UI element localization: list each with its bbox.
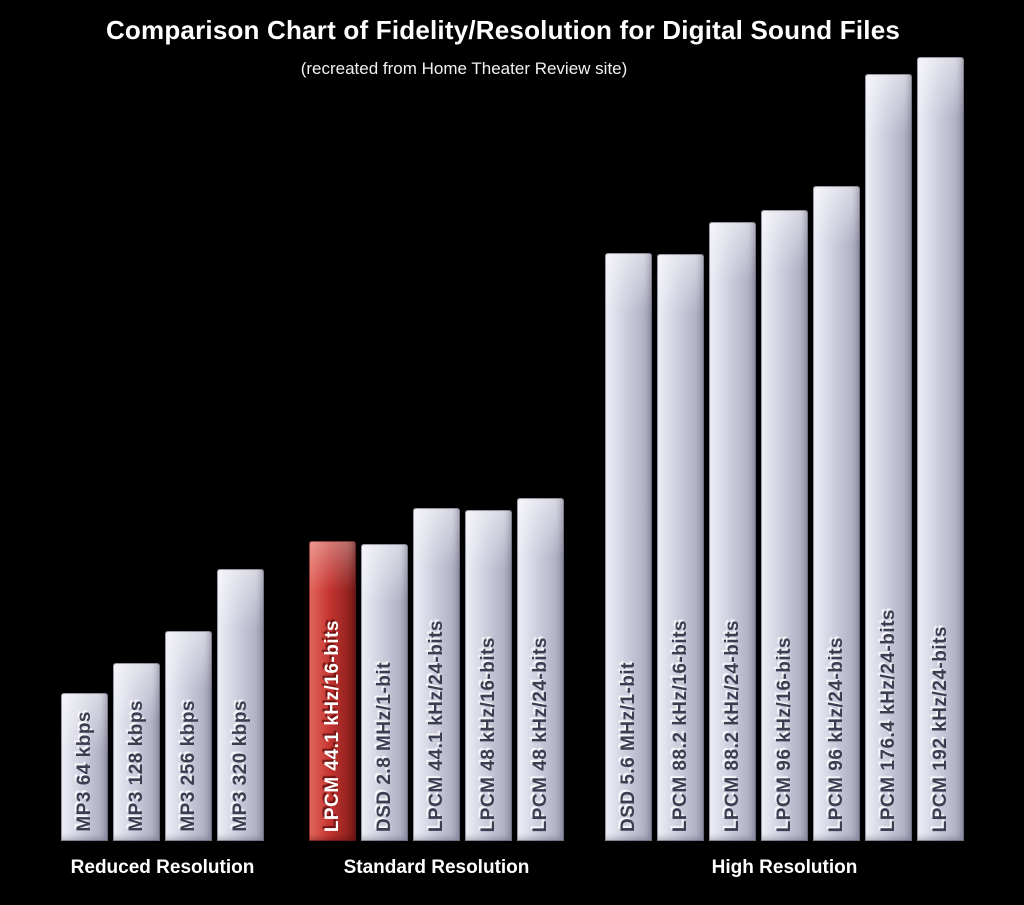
bar-label: LPCM 44.1 kHz/24-bits xyxy=(426,619,447,832)
bar-label: LPCM 192 kHz/24-bits xyxy=(930,625,951,832)
chart-subtitle: (recreated from Home Theater Review site… xyxy=(300,59,628,78)
bar-lpcm-48-khz-16-bits: LPCM 48 kHz/16-bits xyxy=(465,510,512,841)
bar-label: DSD 2.8 MHz/1-bit xyxy=(374,661,395,832)
bar-row: MP3 64 kbps MP3 128 kbps MP3 256 kbps MP3 3… xyxy=(61,569,264,841)
group-label: Reduced Resolution xyxy=(70,857,255,878)
chart-title: Comparison Chart of Fidelity/Resolution … xyxy=(105,15,901,45)
bar-label: LPCM 88.2 kHz/24-bits xyxy=(722,619,743,832)
bar-lpcm-44-1-khz-24-bits: LPCM 44.1 kHz/24-bits xyxy=(413,508,460,841)
bar-label: MP3 128 kbps xyxy=(126,700,147,832)
bar-lpcm-96-khz-24-bits: LPCM 96 kHz/24-bits xyxy=(813,186,860,841)
bar-lpcm-88-2-khz-16-bits: LPCM 88.2 kHz/16-bits xyxy=(657,254,704,841)
bar-lpcm-88-2-khz-24-bits: LPCM 88.2 kHz/24-bits xyxy=(709,222,756,841)
bar-lpcm-176-4-khz-24-bits: LPCM 176.4 kHz/24-bits xyxy=(865,74,912,841)
bar-lpcm-96-khz-16-bits: LPCM 96 kHz/16-bits xyxy=(761,210,808,841)
bar-dsd-2-8-mhz-1-bit: DSD 2.8 MHz/1-bit xyxy=(361,544,408,841)
bar-label: DSD 5.6 MHz/1-bit xyxy=(618,661,639,832)
bar-label: LPCM 96 kHz/24-bits xyxy=(826,636,847,832)
group-label: High Resolution xyxy=(711,857,858,878)
bar-mp3-256-kbps: MP3 256 kbps xyxy=(165,631,212,841)
bar-label: LPCM 44.1 kHz/16-bits xyxy=(322,619,343,832)
bar-label: LPCM 88.2 kHz/16-bits xyxy=(670,619,691,832)
group-standard-resolution: LPCM 44.1 kHz/16-bits DSD 2.8 MHz/1-bit LP… xyxy=(309,498,564,905)
bar-label: LPCM 96 kHz/16-bits xyxy=(774,636,795,832)
bar-mp3-320-kbps: MP3 320 kbps xyxy=(217,569,264,841)
bar-mp3-128-kbps: MP3 128 kbps xyxy=(113,663,160,841)
bar-label: MP3 320 kbps xyxy=(230,700,251,832)
bar-dsd-5-6-mhz-1-bit: DSD 5.6 MHz/1-bit xyxy=(605,253,652,841)
bar-lpcm-192-khz-24-bits: LPCM 192 kHz/24-bits xyxy=(917,57,964,841)
bar-lpcm-48-khz-24-bits: LPCM 48 kHz/24-bits xyxy=(517,498,564,841)
bar-label: LPCM 48 kHz/24-bits xyxy=(530,636,551,832)
bar-row: DSD 5.6 MHz/1-bit LPCM 88.2 kHz/16-bits LP… xyxy=(605,57,964,841)
bar-label: MP3 256 kbps xyxy=(178,700,199,832)
bar-label: LPCM 48 kHz/16-bits xyxy=(478,636,499,832)
bar-label: LPCM 176.4 kHz/24-bits xyxy=(878,608,899,832)
bar-label: MP3 64 kbps xyxy=(74,711,95,832)
group-high-resolution: DSD 5.6 MHz/1-bit LPCM 88.2 kHz/16-bits LP… xyxy=(605,57,964,905)
bar-mp3-64-kbps: MP3 64 kbps xyxy=(61,693,108,841)
bar-lpcm-44-1-khz-16-bits: LPCM 44.1 kHz/16-bits xyxy=(309,541,356,841)
group-reduced-resolution: MP3 64 kbps MP3 128 kbps MP3 256 kbps MP3 3… xyxy=(61,569,264,905)
bar-row: LPCM 44.1 kHz/16-bits DSD 2.8 MHz/1-bit LP… xyxy=(309,498,564,841)
group-label: Standard Resolution xyxy=(343,857,530,878)
